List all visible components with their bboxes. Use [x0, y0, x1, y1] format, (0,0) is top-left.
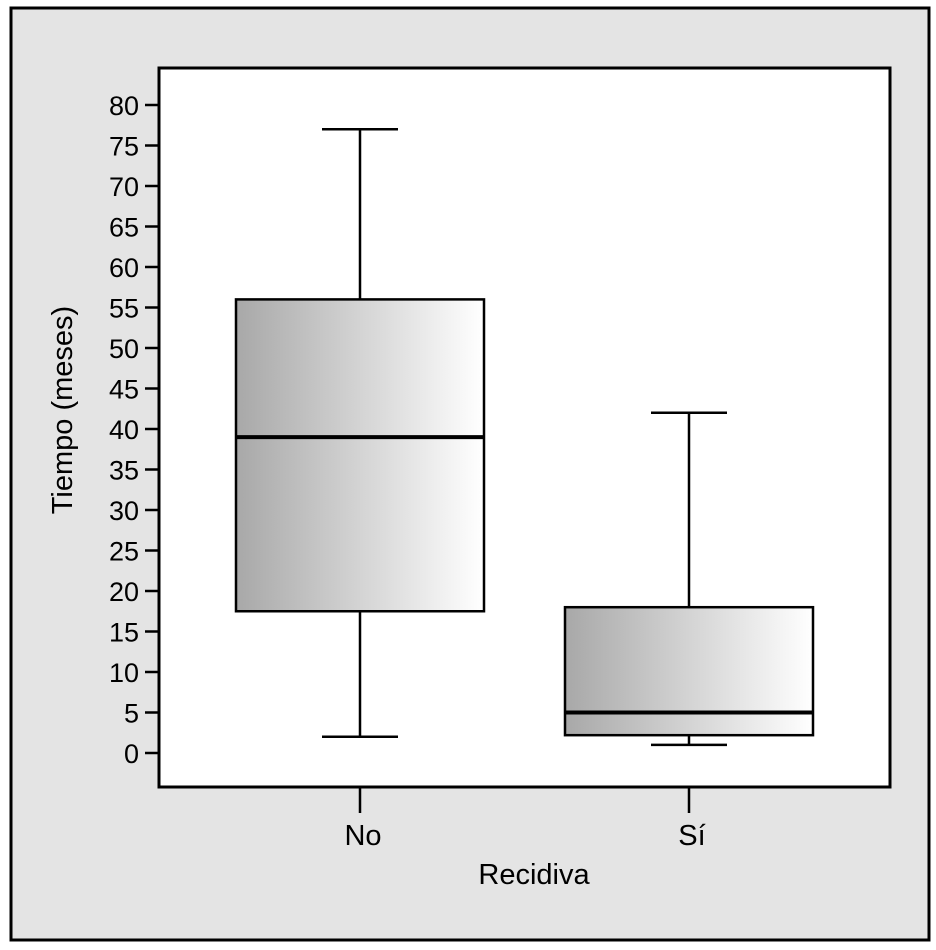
- x-tick-label: Sí: [678, 820, 705, 852]
- y-tick-label: 75: [109, 132, 139, 162]
- y-tick-label: 10: [109, 658, 139, 688]
- x-axis: No Sí: [344, 787, 706, 852]
- y-tick-label: 0: [124, 739, 139, 769]
- x-axis-title: Recidiva: [478, 859, 590, 891]
- x-tick-label: No: [344, 820, 381, 852]
- y-tick-label: 55: [109, 294, 139, 324]
- y-tick-label: 25: [109, 537, 139, 567]
- interquartile-box: [234, 298, 486, 613]
- y-tick-label: 40: [109, 415, 139, 445]
- y-tick-label: 30: [109, 496, 139, 526]
- y-tick-label: 15: [109, 618, 139, 648]
- interquartile-box: [563, 605, 815, 737]
- y-tick-label: 60: [109, 253, 139, 283]
- y-tick-label: 70: [109, 172, 139, 202]
- box-plot-si: [563, 411, 815, 747]
- y-tick-label: 20: [109, 577, 139, 607]
- y-tick-label: 5: [124, 699, 139, 729]
- y-tick-label: 35: [109, 456, 139, 486]
- y-axis: 0 5 10 15 20 25 30 35 40 45 50 55 60 65 70 75 80: [109, 91, 159, 769]
- y-tick-label: 80: [109, 91, 139, 121]
- box-series: [234, 128, 815, 747]
- y-tick-label: 65: [109, 213, 139, 243]
- y-axis-title: Tiempo (meses): [47, 306, 79, 514]
- box-plot-no: [234, 128, 486, 739]
- y-tick-label: 50: [109, 334, 139, 364]
- y-tick-label: 45: [109, 375, 139, 405]
